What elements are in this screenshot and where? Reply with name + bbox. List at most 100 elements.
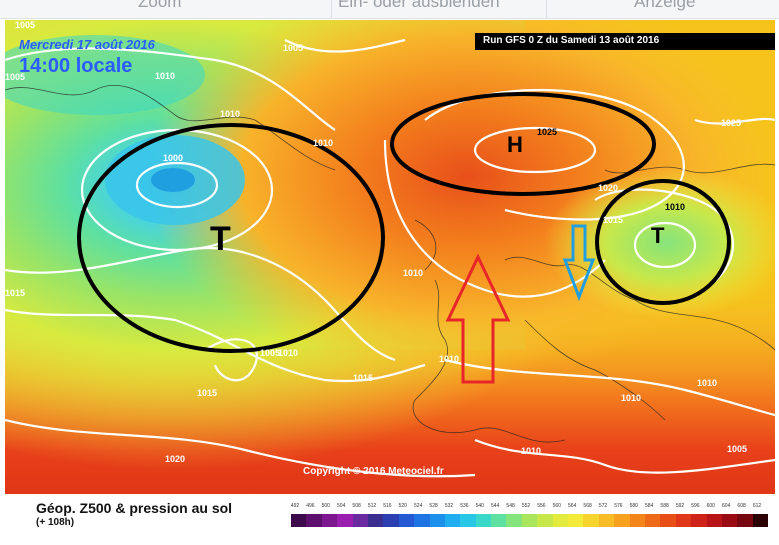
scale-tick-label: 600 bbox=[706, 503, 715, 509]
scale-tick-label: 584 bbox=[645, 503, 654, 509]
isobar-label: 1010 bbox=[697, 378, 718, 388]
run-info-banner: Run GFS 0 Z du Samedi 13 août 2016 bbox=[475, 33, 775, 50]
coastlines bbox=[5, 85, 775, 443]
isobar-label: 1005 bbox=[5, 72, 26, 82]
scale-swatch bbox=[383, 514, 399, 527]
isobar-label: 1025 bbox=[537, 127, 558, 137]
scale-swatch bbox=[352, 514, 368, 527]
scale-tick-label: 508 bbox=[352, 503, 361, 509]
isobar-label: 1010 bbox=[621, 393, 642, 403]
scale-tick-label: 520 bbox=[398, 503, 407, 509]
scale-tick-label: 588 bbox=[660, 503, 669, 509]
scale-tick-label: 596 bbox=[691, 503, 700, 509]
display-menu[interactable]: Anzeige bbox=[634, 0, 696, 11]
isobar-label: 1010 bbox=[278, 348, 299, 358]
toggle-visibility-menu[interactable]: Ein- oder ausblenden bbox=[338, 0, 500, 11]
top-toolbar: Zoom Ein- oder ausblenden Anzeige bbox=[0, 0, 779, 19]
isobar-label: 1005 bbox=[15, 20, 36, 30]
isobar-label: 1010 bbox=[220, 109, 241, 119]
isobar-label: 1015 bbox=[5, 288, 26, 298]
isobar-label: 1005 bbox=[260, 348, 281, 358]
scale-swatch bbox=[291, 514, 307, 527]
isobar-label: 1020 bbox=[598, 183, 619, 193]
scale-tick-label: 576 bbox=[614, 503, 623, 509]
scale-swatch bbox=[367, 514, 384, 527]
warm-air-arrow-up bbox=[445, 253, 511, 384]
scale-swatch bbox=[691, 514, 707, 527]
cold-air-arrow-down bbox=[562, 224, 596, 302]
scale-tick-label: 564 bbox=[568, 503, 577, 509]
legend-footer: Géop. Z500 & pression au sol (+ 108h) 49… bbox=[5, 494, 775, 545]
high-pressure-circle bbox=[390, 92, 656, 196]
scale-swatch bbox=[706, 514, 722, 527]
run-info-text: Run GFS 0 Z du Samedi 13 août 2016 bbox=[483, 35, 660, 46]
scale-swatch bbox=[583, 514, 599, 527]
scale-tick-label: 512 bbox=[367, 503, 377, 509]
scale-swatch bbox=[675, 514, 692, 527]
toolbar-divider bbox=[546, 0, 547, 18]
scale-swatch bbox=[475, 514, 492, 527]
scale-tick-label: 516 bbox=[383, 503, 392, 509]
scale-tick-label: 552 bbox=[521, 503, 531, 509]
isobar-label: 1005 bbox=[727, 444, 748, 454]
scale-tick-label: 592 bbox=[675, 503, 685, 509]
map-date: Mercredi 17 août 2016 bbox=[19, 37, 155, 52]
scale-swatch bbox=[444, 514, 461, 527]
scale-swatch bbox=[337, 514, 353, 527]
scale-swatch bbox=[721, 514, 738, 527]
toolbar-divider bbox=[331, 0, 332, 18]
scale-tick-label: 496 bbox=[306, 503, 315, 509]
isobar-label: 1015 bbox=[603, 215, 624, 225]
secondary-low-symbol: T bbox=[651, 223, 665, 248]
scale-swatch bbox=[552, 514, 569, 527]
scale-tick-label: 580 bbox=[629, 503, 638, 509]
scale-tick-label: 504 bbox=[337, 503, 346, 509]
scale-swatch bbox=[629, 514, 645, 527]
scale-swatch bbox=[614, 514, 630, 527]
scale-swatch bbox=[460, 514, 476, 527]
isobar-label: 1010 bbox=[521, 446, 542, 456]
scale-swatch bbox=[598, 514, 615, 527]
scale-tick-label: 608 bbox=[737, 503, 746, 509]
zoom-menu[interactable]: Zoom bbox=[138, 0, 182, 11]
secondary-low-circle bbox=[595, 179, 731, 305]
color-scale-bar bbox=[291, 514, 769, 527]
scale-swatch bbox=[568, 514, 584, 527]
scale-swatch bbox=[506, 514, 522, 527]
color-scale: 492 496 500 504 508 512 516 520 524 528 532 536 540 5… bbox=[290, 503, 769, 527]
scale-swatch bbox=[737, 514, 753, 527]
scale-swatch bbox=[321, 514, 338, 527]
high-pressure-symbol: H bbox=[507, 132, 523, 157]
isobar-label: 1010 bbox=[665, 202, 686, 212]
scale-swatch bbox=[644, 514, 661, 527]
scale-swatch bbox=[306, 514, 322, 527]
legend-subtitle: (+ 108h) bbox=[36, 517, 75, 528]
scale-tick-label: 544 bbox=[491, 503, 500, 509]
scale-swatch bbox=[429, 514, 445, 527]
scale-swatch bbox=[398, 514, 415, 527]
scale-tick-label: 556 bbox=[537, 503, 546, 509]
scale-swatch bbox=[491, 514, 507, 527]
isobar-label: 1010 bbox=[439, 354, 460, 364]
copyright-text: Copyright © 2016 Meteociel.fr bbox=[303, 466, 444, 477]
isobar-label: 1015 bbox=[353, 373, 374, 383]
isobar-label: 1010 bbox=[313, 138, 334, 148]
low-center bbox=[151, 168, 195, 192]
scale-tick-label: 568 bbox=[583, 503, 592, 509]
scale-tick-label: 612 bbox=[752, 503, 762, 509]
scale-swatch bbox=[752, 514, 769, 527]
isobar-label: 1000 bbox=[163, 153, 184, 163]
weather-map: Mercredi 17 août 2016 14:00 locale Run G… bbox=[5, 20, 775, 494]
scale-swatch bbox=[521, 514, 538, 527]
scale-tick-label: 548 bbox=[506, 503, 515, 509]
legend-title: Géop. Z500 & pression au sol bbox=[36, 500, 233, 516]
scale-swatch bbox=[660, 514, 676, 527]
scale-tick-label: 500 bbox=[321, 503, 330, 509]
scale-tick-label: 572 bbox=[598, 503, 608, 509]
scale-tick-label: 492 bbox=[290, 503, 300, 509]
isobar-label: 1005 bbox=[283, 43, 304, 53]
scale-tick-label: 604 bbox=[722, 503, 731, 509]
scale-swatch bbox=[414, 514, 430, 527]
isobar-label: 1010 bbox=[155, 71, 176, 81]
isobar-label: 1025 bbox=[721, 118, 742, 128]
